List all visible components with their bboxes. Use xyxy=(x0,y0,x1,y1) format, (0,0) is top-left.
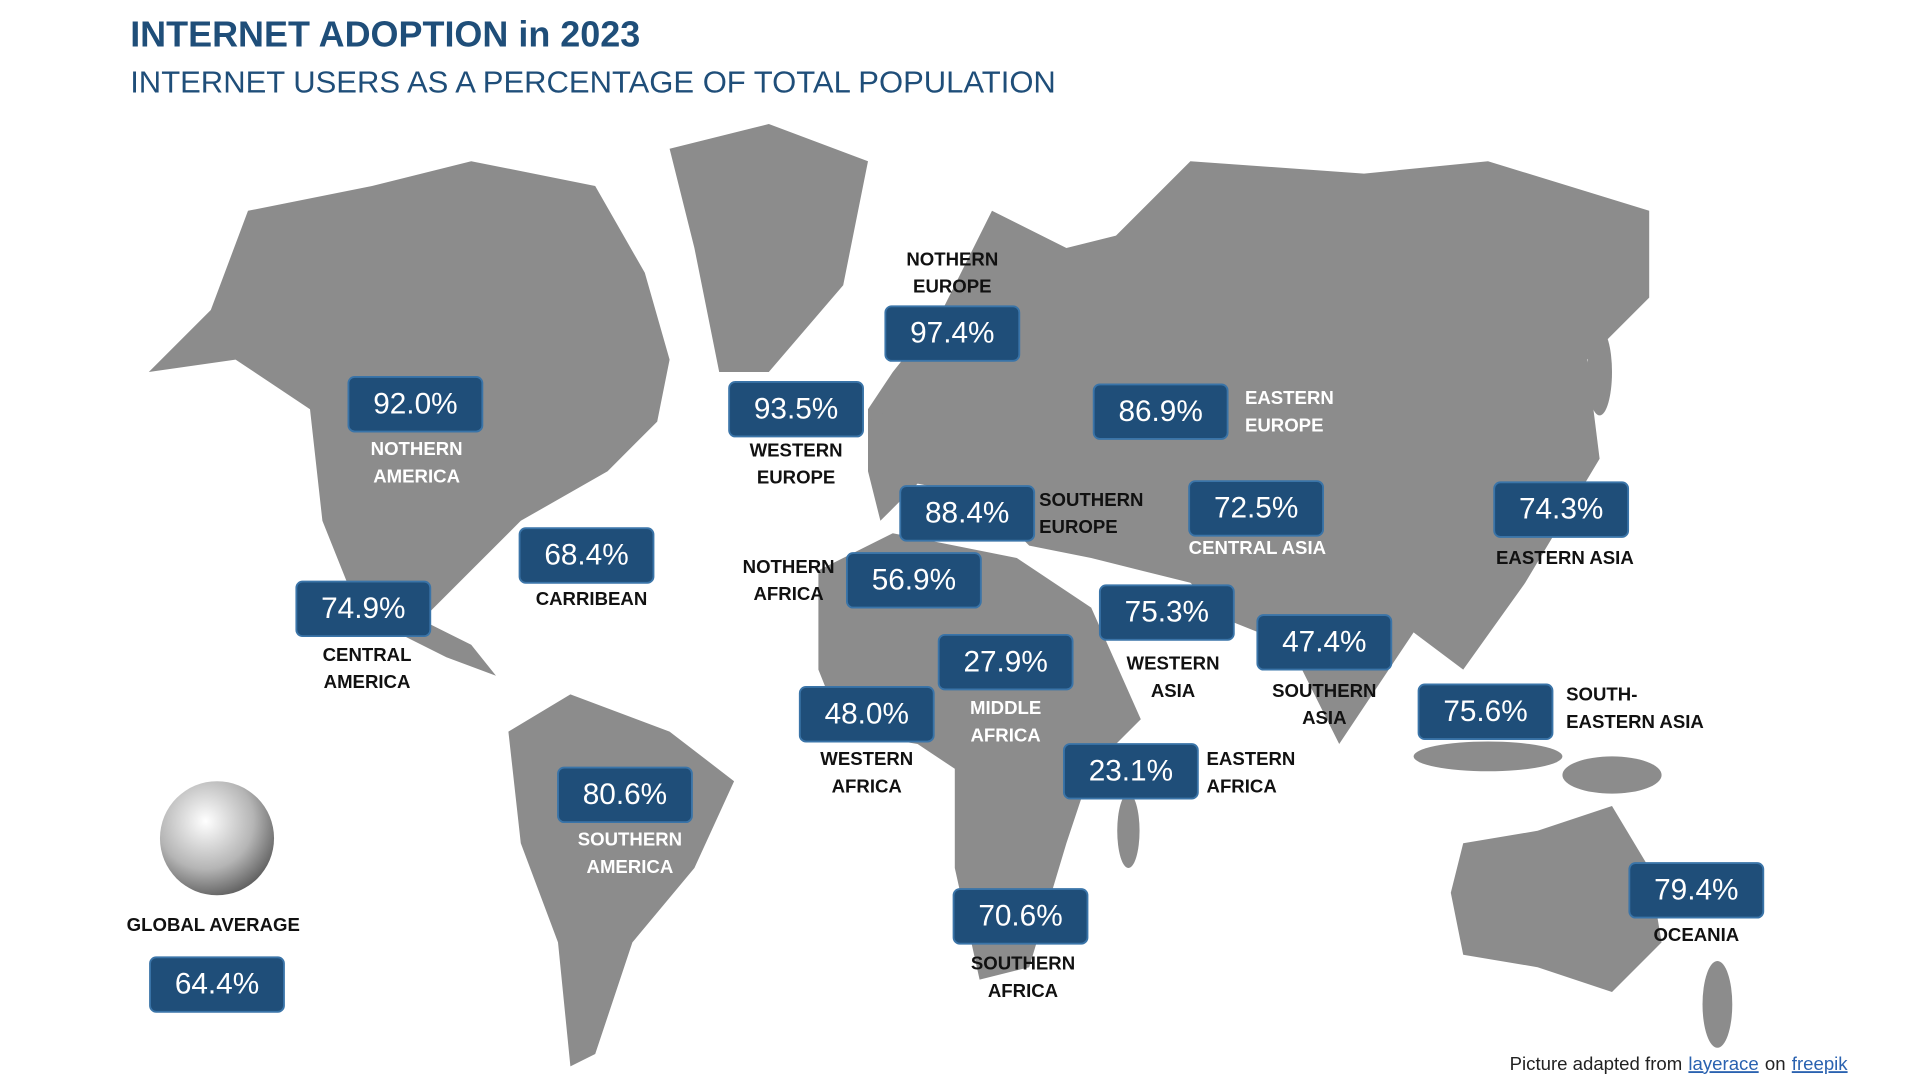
region-label: EASTERN xyxy=(1207,748,1296,769)
value-label: 92.0% xyxy=(373,387,457,420)
madagascar xyxy=(1117,793,1140,868)
value-label: 74.3% xyxy=(1519,493,1603,526)
new-zealand xyxy=(1702,961,1733,1048)
value-label: 97.4% xyxy=(910,317,994,350)
value-box xyxy=(899,485,1036,542)
region-label: NOTHERN xyxy=(906,248,998,269)
content: INTERNET ADOPTION in 2023 INTERNET USERS… xyxy=(127,14,1849,1074)
region-label: EASTERN xyxy=(1245,387,1334,408)
value-box xyxy=(798,686,935,743)
eurasia xyxy=(868,161,1650,744)
value-label: 68.4% xyxy=(544,539,628,572)
value-box xyxy=(149,956,285,1013)
region-label: AFRICA xyxy=(1207,775,1277,796)
region-label: SOUTHERN xyxy=(1272,680,1376,701)
region-label: CENTRAL xyxy=(323,644,412,665)
region-label: EASTERN ASIA xyxy=(1496,547,1634,568)
value-label: 56.9% xyxy=(872,563,956,596)
value-box xyxy=(937,633,1074,691)
value-label: 27.9% xyxy=(963,645,1047,678)
value-box xyxy=(845,552,982,609)
globe-icon xyxy=(159,781,275,896)
region-label: ASIA xyxy=(1302,707,1346,728)
value-label: 23.1% xyxy=(1089,754,1173,787)
value-label: 93.5% xyxy=(754,392,838,425)
value-box xyxy=(1628,862,1765,919)
credit-link[interactable]: layerace xyxy=(1688,1053,1758,1074)
region-label: SOUTH- xyxy=(1566,684,1637,705)
greenland xyxy=(669,124,868,372)
credit: Picture adapted from layerace on freepik xyxy=(1510,1053,1849,1074)
region-label: ASIA xyxy=(1151,680,1195,701)
new-guinea xyxy=(1562,756,1662,794)
value-label: 79.4% xyxy=(1654,873,1738,906)
region-label: CARRIBEAN xyxy=(536,588,648,609)
value-label: 88.4% xyxy=(925,496,1009,529)
value-box xyxy=(1417,683,1554,740)
region-label: CENTRAL ASIA xyxy=(1189,537,1326,558)
uk xyxy=(868,406,898,462)
value-box xyxy=(1188,480,1325,537)
south-america xyxy=(508,694,735,1067)
credit-text: on xyxy=(1765,1053,1786,1074)
region-label: SOUTHERN xyxy=(971,953,1075,974)
title: INTERNET ADOPTION in 2023 xyxy=(130,14,640,55)
value-box xyxy=(1256,614,1393,671)
region-label: WESTERN xyxy=(820,748,913,769)
australia xyxy=(1450,806,1662,992)
global-label: GLOBAL AVERAGE xyxy=(127,914,300,935)
region-label: AMERICA xyxy=(587,856,674,877)
value-box xyxy=(952,888,1089,945)
region-label: MIDDLE xyxy=(970,697,1041,718)
indonesia xyxy=(1413,741,1563,772)
region-label: AMERICA xyxy=(324,671,411,692)
region-label: EASTERN ASIA xyxy=(1566,711,1704,732)
value-box xyxy=(295,580,432,638)
value-box xyxy=(1062,743,1199,800)
region-label: WESTERN xyxy=(1127,653,1220,674)
region-label: EUROPE xyxy=(913,276,992,297)
value-box xyxy=(1092,383,1229,440)
region-label: AFRICA xyxy=(971,724,1041,745)
credit-link[interactable]: freepik xyxy=(1792,1053,1849,1074)
value-label: 86.9% xyxy=(1118,395,1202,428)
region-label: NOTHERN xyxy=(371,438,463,459)
region-label: AFRICA xyxy=(832,775,902,796)
region-label: EUROPE xyxy=(1039,516,1118,537)
region-label: SOUTHERN xyxy=(578,829,682,850)
subtitle: INTERNET USERS AS A PERCENTAGE OF TOTAL … xyxy=(130,65,1056,100)
value-label: 64.4% xyxy=(175,968,259,1001)
value-label: 75.6% xyxy=(1443,695,1527,728)
region-label: EUROPE xyxy=(1245,414,1324,435)
region-label: AMERICA xyxy=(373,465,460,486)
region-label: SOUTHERN xyxy=(1039,489,1143,510)
value-box xyxy=(518,527,655,584)
value-label: 72.5% xyxy=(1214,491,1298,524)
value-box xyxy=(728,380,864,438)
region-label: NOTHERN xyxy=(743,556,835,577)
region-labels: 92.0% NOTHERN AMERICA 93.5% WESTERN EUROPE 97.… xyxy=(127,248,1765,1013)
value-box xyxy=(347,376,484,433)
value-box xyxy=(884,305,1021,362)
value-box xyxy=(1098,584,1235,641)
value-label: 48.0% xyxy=(825,697,909,730)
value-box xyxy=(1493,481,1630,538)
region-label: OCEANIA xyxy=(1653,924,1739,945)
value-label: 74.9% xyxy=(321,592,405,625)
region-label: EUROPE xyxy=(757,467,836,488)
value-label: 47.4% xyxy=(1282,625,1366,658)
value-label: 75.3% xyxy=(1125,596,1209,629)
value-label: 70.6% xyxy=(978,899,1062,932)
region-label: WESTERN xyxy=(750,439,843,460)
credit-text: Picture adapted from xyxy=(1510,1053,1683,1074)
value-label: 80.6% xyxy=(583,778,667,811)
japan xyxy=(1587,328,1612,416)
value-box xyxy=(557,766,693,824)
region-label: AFRICA xyxy=(988,980,1058,1001)
region-label: AFRICA xyxy=(754,583,824,604)
